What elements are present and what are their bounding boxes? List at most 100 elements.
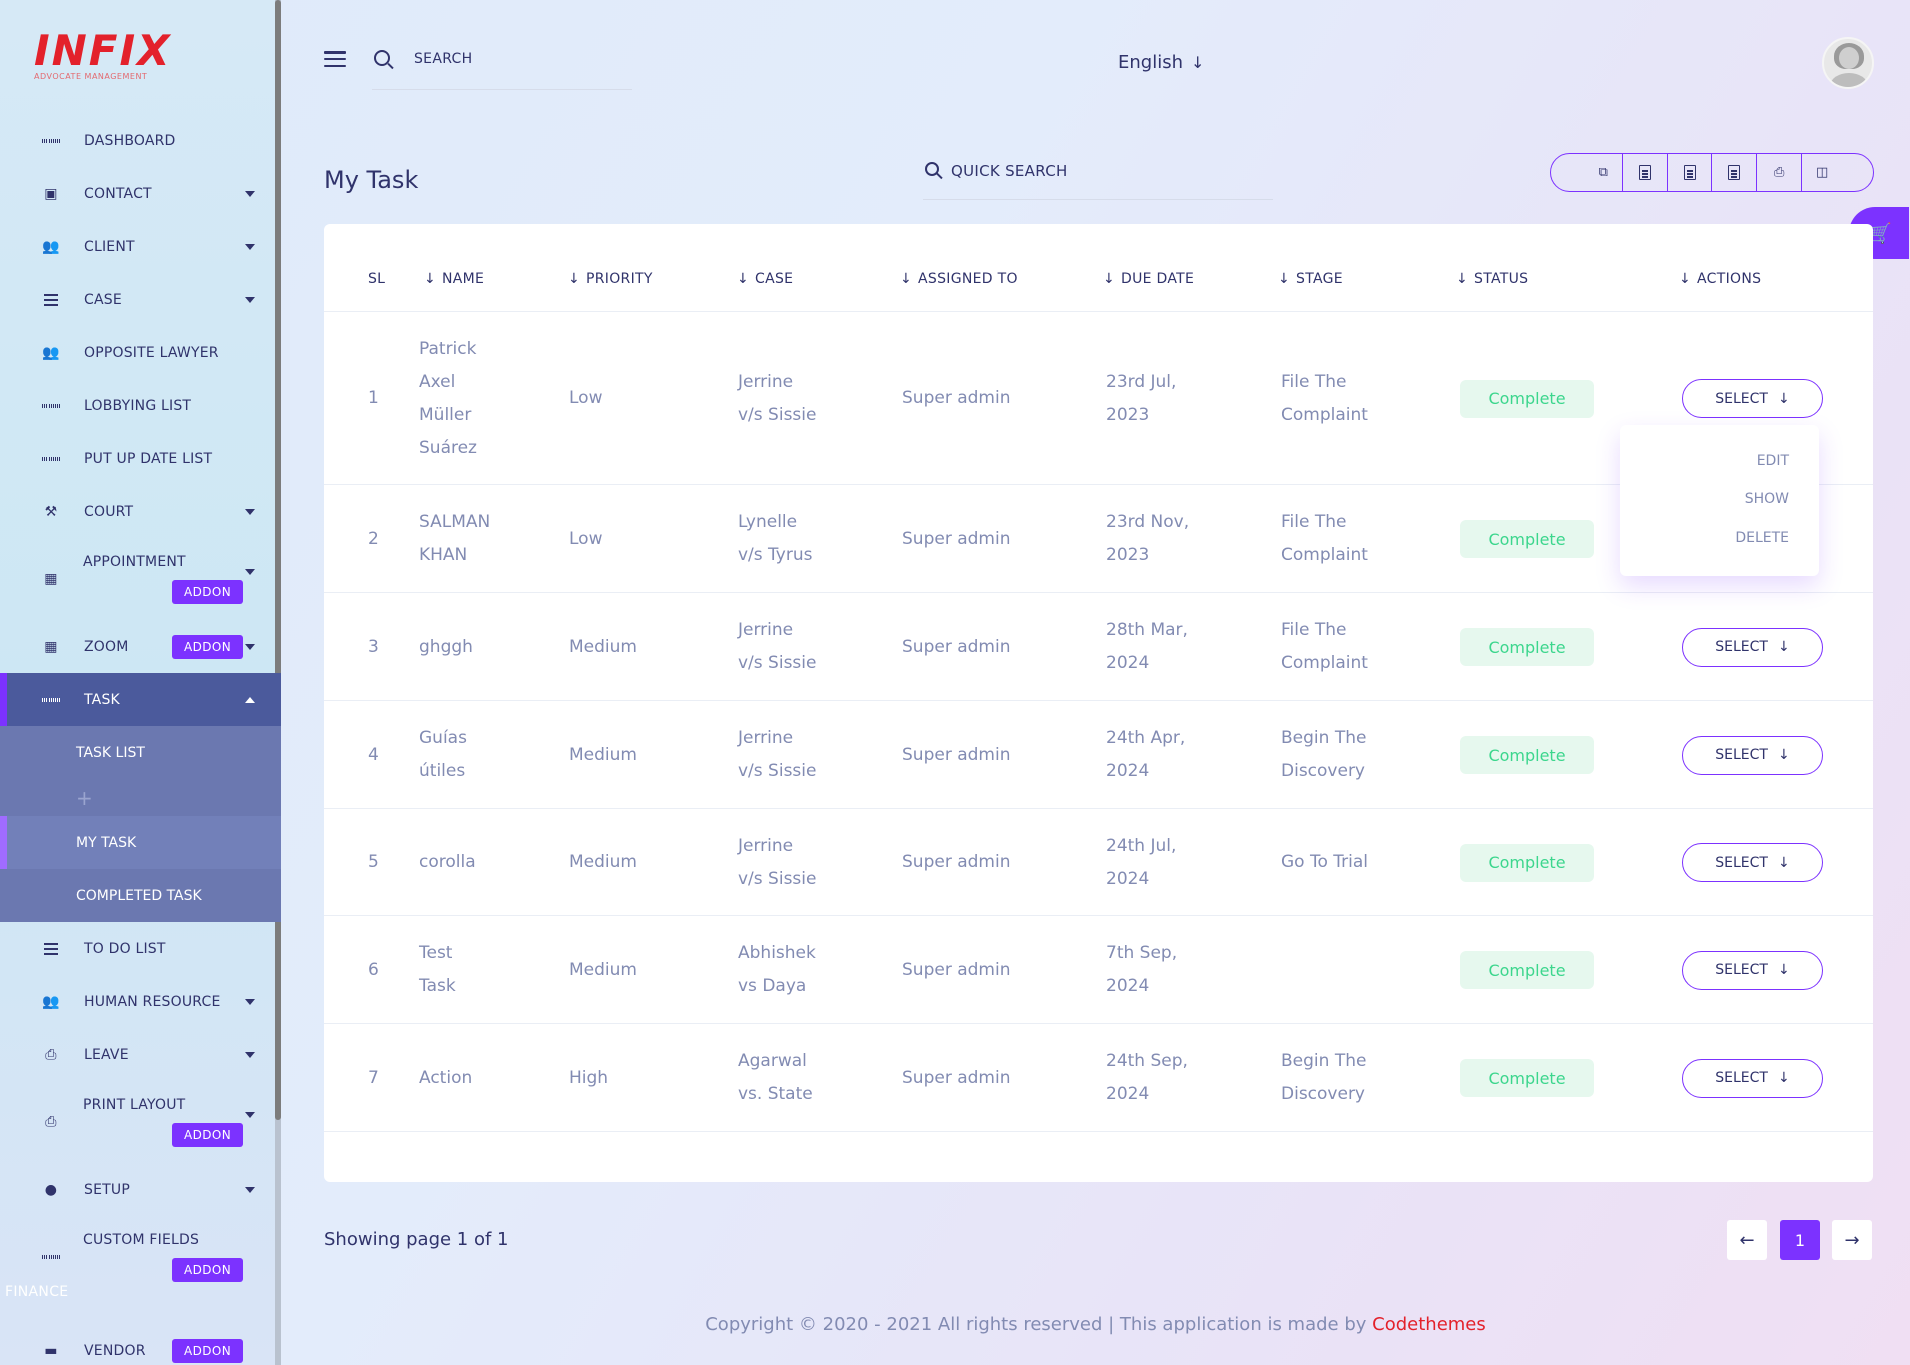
chevron-down-icon: [245, 998, 255, 1005]
column-header-case[interactable]: ↓ CASE: [737, 271, 793, 287]
column-header-assigned-to[interactable]: ↓ ASSIGNED TO: [900, 271, 1018, 287]
show-menu-item[interactable]: SHOW: [1744, 491, 1789, 507]
grid-icon: [41, 691, 61, 709]
columns-button[interactable]: ◫: [1802, 154, 1873, 191]
cell-name: Action: [419, 1062, 472, 1095]
cell-line: 6: [368, 959, 379, 980]
sidebar-item-dashboard[interactable]: DASHBOARD: [0, 114, 281, 167]
hamburger-menu-icon[interactable]: [324, 51, 346, 68]
cell-stage: Begin The Discovery: [1281, 1045, 1366, 1111]
sidebar-item-case[interactable]: CASE: [0, 273, 281, 326]
sidebar-item-zoom[interactable]: ▦ ZOOM ADDON: [0, 620, 281, 673]
delete-menu-item[interactable]: DELETE: [1735, 530, 1789, 546]
header-label: STATUS: [1474, 271, 1529, 287]
cell-assigned: Super admin: [902, 739, 1010, 772]
addon-badge: ADDON: [172, 634, 244, 659]
submenu-completed-task[interactable]: COMPLETED TASK: [76, 887, 202, 904]
codethemes-link[interactable]: Codethemes: [1372, 1314, 1486, 1335]
submenu-task-list[interactable]: TASK LIST: [76, 744, 145, 761]
edit-menu-item[interactable]: EDIT: [1756, 453, 1789, 469]
sidebar-item-client[interactable]: 👥 CLIENT: [0, 220, 281, 273]
table-row: 1 Patrick Axel Müller Suárez Low Jerrine v/s Si…: [324, 312, 1873, 485]
sidebar: INFIX ADVOCATE MANAGEMENT DASHBOARD ▣ CO…: [0, 0, 281, 1365]
sidebar-item-print-layout[interactable]: ⎙ PRINT LAYOUT ADDON: [0, 1081, 281, 1163]
cell-name: corolla: [419, 846, 476, 879]
select-action-button[interactable]: SELECT ↓: [1682, 735, 1823, 775]
csv-button[interactable]: [1668, 154, 1713, 191]
sidebar-item-label: CUSTOM FIELDS: [83, 1232, 200, 1248]
quick-search-placeholder: QUICK SEARCH: [951, 162, 1068, 180]
pdf-button[interactable]: [1712, 154, 1758, 191]
search-icon: [374, 50, 390, 66]
copyright-text: Copyright © 2020 - 2021 All rights reser…: [705, 1314, 1373, 1335]
sidebar-item-appointment[interactable]: ▦ APPOINTMENT ADDON: [0, 538, 281, 620]
chevron-up-icon: [245, 696, 255, 703]
submenu-my-task[interactable]: MY TASK: [0, 816, 281, 869]
select-action-button[interactable]: SELECT ↓: [1682, 843, 1823, 882]
cell-case: Jerrine v/s Sissie: [738, 614, 816, 680]
column-header-status[interactable]: ↓ STATUS: [1456, 271, 1528, 287]
select-label: SELECT: [1715, 854, 1768, 871]
cell-case: Abhishek vs Daya: [738, 937, 816, 1003]
column-header-sl[interactable]: SL: [368, 271, 385, 287]
columns-icon: ◫: [1816, 165, 1829, 180]
table-row: 6 Test Task Medium Abhishek vs Daya Super admi…: [324, 916, 1873, 1024]
header-label: DUE DATE: [1121, 271, 1195, 287]
prev-page-button[interactable]: ←: [1727, 1220, 1767, 1260]
page-1-button[interactable]: 1: [1780, 1220, 1820, 1260]
cell-sl: 6: [368, 954, 379, 987]
sidebar-item-leave[interactable]: ⎙ LEAVE: [0, 1028, 281, 1081]
select-action-button[interactable]: SELECT ↓: [1682, 627, 1823, 667]
print-button[interactable]: ⎙: [1757, 154, 1803, 191]
sidebar-item-label: COURT: [84, 503, 134, 520]
cell-line: útiles: [419, 761, 466, 781]
sidebar-item-contact[interactable]: ▣ CONTACT: [0, 167, 281, 220]
cell-line: 2024: [1106, 868, 1150, 889]
submenu-add-icon[interactable]: +: [76, 785, 93, 810]
logo[interactable]: INFIX ADVOCATE MANAGEMENT: [34, 30, 174, 86]
cell-line: 2024: [1106, 761, 1150, 781]
copy-button[interactable]: ⧉: [1551, 154, 1623, 191]
cell-line: 23rd Jul,: [1106, 371, 1177, 392]
quick-search-input[interactable]: QUICK SEARCH: [923, 156, 1273, 200]
next-page-button[interactable]: →: [1832, 1220, 1872, 1260]
column-header-due-date[interactable]: ↓ DUE DATE: [1103, 271, 1194, 287]
sidebar-item-setup[interactable]: ● SETUP: [0, 1163, 281, 1216]
excel-button[interactable]: [1623, 154, 1668, 191]
page-title: My Task: [324, 166, 419, 194]
sidebar-item-vendor[interactable]: ▬ VENDOR ADDON: [0, 1324, 281, 1365]
sidebar-item-court[interactable]: ⚒ COURT: [0, 485, 281, 538]
column-header-priority[interactable]: ↓ PRIORITY: [568, 271, 653, 287]
column-header-stage[interactable]: ↓ STAGE: [1278, 271, 1343, 287]
sidebar-item-lobbying-list[interactable]: LOBBYING LIST: [0, 379, 281, 432]
cell-stage: File The Complaint: [1281, 506, 1368, 572]
sidebar-scrollbar[interactable]: [275, 0, 281, 1120]
grid-icon: [41, 1248, 61, 1266]
select-label: SELECT: [1715, 390, 1768, 407]
table-row: 4 Guías útiles Medium Jerrine v/s Sissie Super…: [324, 701, 1873, 809]
sidebar-item-task[interactable]: TASK: [0, 673, 281, 726]
language-select[interactable]: English ↓: [1118, 52, 1204, 73]
cell-line: Discovery: [1281, 1084, 1365, 1104]
cell-assigned: Super admin: [902, 1062, 1010, 1095]
header-label: ASSIGNED TO: [918, 271, 1018, 287]
select-action-button[interactable]: SELECT ↓: [1682, 950, 1823, 990]
sidebar-item-human-resource[interactable]: 👥 HUMAN RESOURCE: [0, 975, 281, 1028]
chevron-down-icon: [245, 243, 255, 250]
cell-line: 2024: [1106, 976, 1150, 996]
cell-line: 5: [368, 852, 379, 872]
sidebar-item-custom-fields[interactable]: CUSTOM FIELDS ADDON: [0, 1216, 281, 1298]
cell-sl: 2: [368, 523, 379, 556]
select-action-button[interactable]: SELECT ↓: [1682, 379, 1823, 418]
sidebar-item-put-up-date-list[interactable]: PUT UP DATE LIST: [0, 432, 281, 485]
avatar[interactable]: [1822, 37, 1874, 89]
column-header-name[interactable]: ↓ NAME: [424, 271, 484, 287]
cell-sl: 3: [368, 631, 379, 664]
cell-name: Guías útiles: [419, 722, 467, 788]
chevron-down-icon: [245, 1051, 255, 1058]
search-input[interactable]: SEARCH: [372, 46, 632, 90]
select-action-button[interactable]: SELECT ↓: [1682, 1058, 1823, 1098]
cell-line: v/s Tyrus: [738, 545, 813, 565]
sidebar-item-to-do-list[interactable]: TO DO LIST: [0, 922, 281, 975]
sidebar-item-opposite-lawyer[interactable]: 👥 OPPOSITE LAWYER: [0, 326, 281, 379]
